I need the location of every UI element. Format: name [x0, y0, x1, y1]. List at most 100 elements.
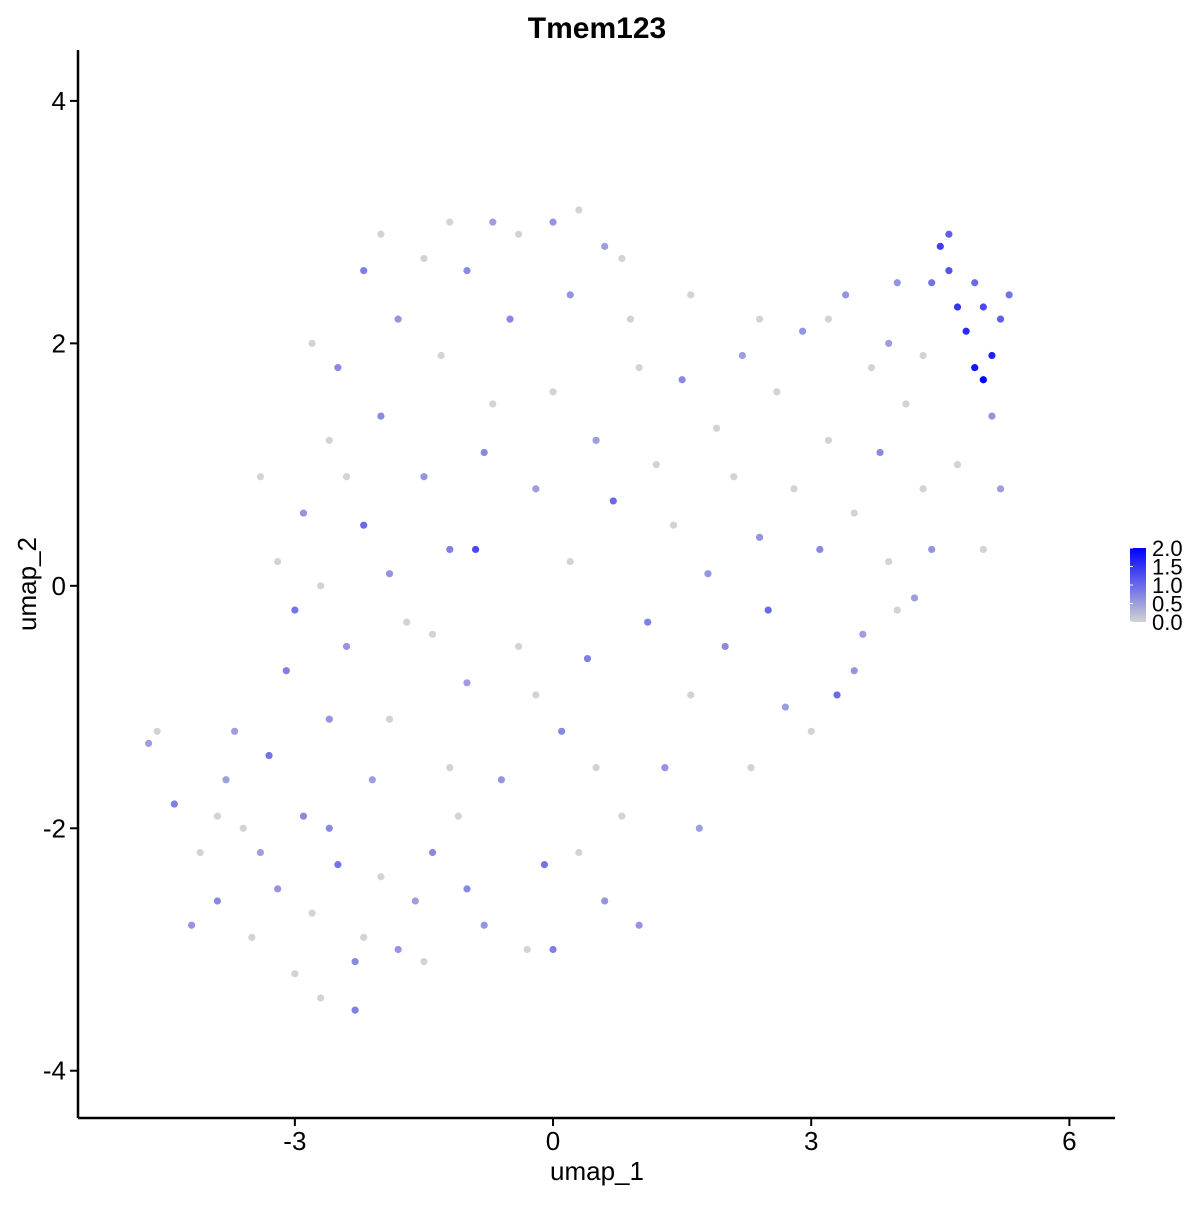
point: [480, 448, 488, 457]
point: [902, 400, 910, 408]
y-tick-label: -2: [43, 813, 66, 843]
point: [799, 327, 807, 335]
point: [291, 970, 299, 978]
point: [360, 267, 368, 275]
point: [885, 339, 893, 347]
point: [842, 291, 850, 299]
point: [325, 715, 333, 723]
point: [411, 897, 419, 905]
point: [1005, 291, 1013, 299]
point: [549, 945, 557, 954]
point: [996, 315, 1005, 323]
point: [601, 897, 609, 905]
point: [919, 485, 927, 493]
point: [428, 848, 437, 857]
color-tick-label: 0.5: [1152, 592, 1183, 617]
point: [317, 994, 325, 1002]
point: [282, 667, 290, 675]
point: [893, 606, 901, 614]
y-tick-label: 0: [52, 571, 66, 601]
point: [523, 945, 531, 954]
point: [859, 630, 867, 638]
point: [712, 424, 721, 432]
point: [962, 327, 970, 335]
point: [687, 291, 695, 299]
x-tick-label: 6: [1062, 1126, 1076, 1156]
point: [144, 739, 153, 748]
x-axis-label: umap_1: [550, 1156, 644, 1186]
point: [437, 351, 445, 360]
point: [256, 848, 265, 857]
point: [953, 460, 962, 469]
point: [738, 351, 746, 360]
point: [609, 497, 617, 505]
point: [213, 812, 222, 820]
point: [850, 509, 858, 517]
point: [996, 485, 1005, 493]
point: [351, 958, 359, 966]
point: [652, 460, 660, 469]
point: [953, 303, 962, 311]
point: [687, 691, 695, 699]
point: [928, 545, 936, 554]
color-tick-label: 0.0: [1152, 610, 1183, 635]
point: [979, 303, 987, 311]
point: [755, 315, 764, 323]
point: [730, 473, 738, 481]
point: [489, 400, 497, 408]
point: [213, 897, 222, 905]
point: [299, 509, 308, 517]
point: [816, 545, 824, 554]
point: [532, 485, 540, 493]
point: [222, 776, 230, 784]
color-tick-label: 2.0: [1152, 536, 1183, 561]
point: [635, 364, 643, 372]
point: [446, 218, 454, 226]
point: [299, 812, 308, 820]
color-bar: [1130, 548, 1146, 622]
point: [635, 921, 643, 929]
point: [342, 473, 351, 481]
point: [928, 279, 936, 287]
point: [471, 545, 480, 554]
point: [558, 727, 566, 735]
point: [368, 776, 376, 784]
point: [876, 448, 884, 457]
point: [678, 376, 686, 384]
point: [695, 824, 703, 832]
y-tick-label: 2: [52, 328, 66, 358]
point: [274, 557, 282, 566]
point: [170, 800, 178, 808]
point: [704, 570, 712, 578]
point: [385, 570, 394, 578]
point: [893, 279, 901, 287]
point: [764, 606, 772, 614]
point: [187, 921, 196, 929]
chart-title: Tmem123: [528, 12, 666, 45]
point: [420, 473, 428, 481]
point: [480, 921, 488, 929]
point: [256, 473, 265, 481]
point: [583, 654, 592, 663]
point: [153, 727, 161, 735]
point: [755, 533, 764, 541]
point: [334, 861, 342, 869]
point: [360, 521, 368, 529]
point: [515, 642, 523, 651]
point: [919, 351, 927, 360]
point: [394, 315, 402, 323]
point: [807, 727, 815, 735]
point: [592, 764, 600, 772]
point: [463, 679, 471, 687]
point: [420, 254, 428, 263]
point: [325, 436, 333, 444]
point: [618, 812, 626, 820]
point: [239, 824, 247, 832]
point: [506, 315, 514, 323]
point: [342, 642, 351, 651]
point: [291, 606, 299, 614]
point: [463, 885, 471, 893]
point: [747, 764, 755, 772]
point: [420, 958, 428, 966]
point: [669, 521, 678, 529]
